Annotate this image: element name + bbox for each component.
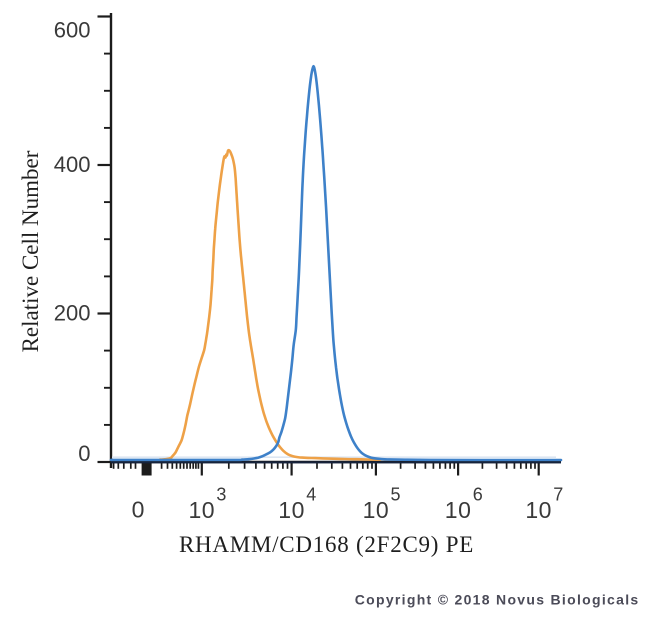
- svg-text:Relative Cell Number: Relative Cell Number: [18, 150, 43, 352]
- svg-text:7: 7: [553, 485, 563, 505]
- svg-text:10: 10: [278, 497, 305, 523]
- svg-text:600: 600: [54, 18, 91, 43]
- svg-text:4: 4: [306, 485, 316, 505]
- svg-text:0: 0: [132, 497, 145, 523]
- svg-text:10: 10: [525, 497, 552, 523]
- svg-text:10: 10: [189, 497, 216, 523]
- svg-text:200: 200: [54, 301, 91, 326]
- svg-text:10: 10: [445, 497, 472, 523]
- svg-text:3: 3: [216, 485, 226, 505]
- svg-text:5: 5: [391, 485, 401, 505]
- svg-text:Copyright © 2018 Novus Biologi: Copyright © 2018 Novus Biologicals: [355, 592, 640, 608]
- svg-text:0: 0: [78, 441, 90, 466]
- svg-text:6: 6: [473, 485, 483, 505]
- svg-text:RHAMM/CD168 (2F2C9) PE: RHAMM/CD168 (2F2C9) PE: [179, 532, 474, 557]
- svg-text:400: 400: [54, 152, 91, 177]
- svg-text:10: 10: [363, 497, 390, 523]
